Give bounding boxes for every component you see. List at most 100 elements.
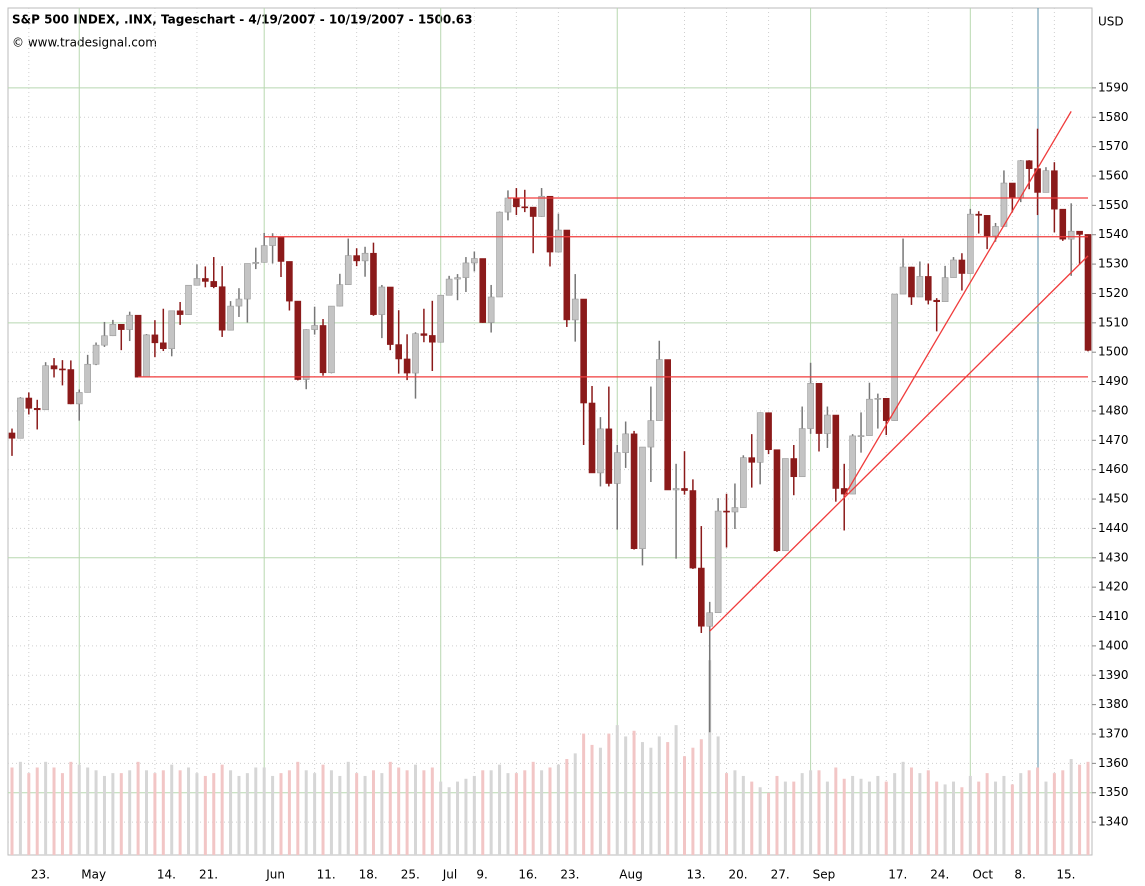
volume-bar xyxy=(767,792,771,855)
candle-body xyxy=(361,252,369,262)
candle-body xyxy=(714,510,722,614)
x-tick-label: Aug xyxy=(619,868,642,882)
y-tick-label: 1370 xyxy=(1098,727,1129,741)
volume-bar xyxy=(69,761,73,855)
volume-bar xyxy=(128,770,132,855)
volume-bar xyxy=(607,733,611,855)
y-tick-label: 1500 xyxy=(1098,345,1129,359)
x-tick-label: 14. xyxy=(157,868,176,882)
volume-bar xyxy=(237,775,241,855)
candle-body xyxy=(613,452,621,484)
candle-body xyxy=(504,197,512,213)
candle-body xyxy=(815,383,823,434)
volume-bar xyxy=(254,767,258,855)
x-tick-label: 20. xyxy=(729,868,748,882)
candle-body xyxy=(891,293,898,421)
volume-bar xyxy=(834,767,838,855)
candle-body xyxy=(950,259,957,278)
volume-bar xyxy=(414,764,417,855)
candle-body xyxy=(655,359,663,421)
volume-bar xyxy=(321,764,325,855)
candle-body xyxy=(672,488,680,491)
candle-body xyxy=(487,296,495,323)
trend-line xyxy=(843,111,1072,497)
volume-bar xyxy=(716,736,720,855)
volume-bar xyxy=(1086,761,1090,855)
y-tick-label: 1400 xyxy=(1098,638,1129,652)
candle-body xyxy=(756,412,764,463)
volume-bar xyxy=(935,781,939,855)
volume-bar xyxy=(405,770,409,855)
volume-bar xyxy=(531,761,535,855)
x-tick-label: 15. xyxy=(1056,868,1075,882)
volume-bar xyxy=(725,773,729,855)
candle-body xyxy=(908,266,915,298)
candle-body xyxy=(639,446,646,549)
candle-body xyxy=(143,334,150,378)
y-tick-label: 1520 xyxy=(1098,286,1129,300)
candle-body xyxy=(210,281,218,288)
candle-body xyxy=(765,412,772,451)
volume-bar xyxy=(582,733,586,855)
volume-bar xyxy=(540,770,544,855)
volume-bar xyxy=(792,781,796,855)
candle-body xyxy=(437,294,445,343)
volume-bar xyxy=(187,767,191,855)
volume-bar xyxy=(548,767,552,855)
candle-body xyxy=(1042,170,1050,193)
candle-body xyxy=(269,236,276,246)
volume-bar xyxy=(18,761,22,855)
volume-bar xyxy=(556,764,560,855)
candle-body xyxy=(260,245,268,263)
candle-body xyxy=(202,278,209,282)
y-tick-label: 1390 xyxy=(1098,668,1129,682)
candle-body xyxy=(513,197,520,208)
y-tick-label: 1560 xyxy=(1098,168,1129,182)
candle-body xyxy=(84,363,91,393)
chart-title: S&P 500 INDEX, .INX, Tageschart - 4/19/2… xyxy=(12,13,472,27)
candle-body xyxy=(731,507,739,513)
candle-body xyxy=(983,215,991,237)
volume-bar xyxy=(666,742,670,855)
volume-bar xyxy=(371,770,375,855)
candle-body xyxy=(563,229,571,321)
candle-body xyxy=(235,298,243,307)
y-tick-label: 1430 xyxy=(1098,550,1129,564)
candle-body xyxy=(992,226,999,237)
x-tick-label: May xyxy=(81,868,106,882)
trend-line xyxy=(709,255,1089,632)
y-tick-label: 1580 xyxy=(1098,110,1129,124)
volume-bar xyxy=(170,764,174,855)
volume-bar xyxy=(598,747,602,855)
volume-bar xyxy=(590,744,594,855)
volume-bar xyxy=(245,773,249,855)
volume-bar xyxy=(1036,767,1040,855)
candle-body xyxy=(134,314,142,378)
candle-body xyxy=(336,284,344,307)
y-tick-label: 1490 xyxy=(1098,374,1129,388)
volume-bar xyxy=(27,773,31,855)
candle-body xyxy=(42,365,49,411)
volume-bar xyxy=(296,761,300,855)
volume-bar xyxy=(783,781,787,855)
volume-bar xyxy=(271,775,275,855)
volume-bar xyxy=(1044,781,1048,855)
x-tick-label: 11. xyxy=(317,868,336,882)
candle-body xyxy=(975,213,983,216)
volume-bar xyxy=(1027,770,1031,855)
y-axis-label: USD xyxy=(1098,15,1124,29)
candle-body xyxy=(748,457,756,463)
candle-body xyxy=(227,305,234,331)
candle-body xyxy=(664,359,671,491)
candle-body xyxy=(151,334,159,344)
candle-body xyxy=(353,255,360,262)
candle-body xyxy=(630,433,638,549)
y-tick-label: 1410 xyxy=(1098,609,1129,623)
candle-body xyxy=(790,458,798,478)
volume-bar xyxy=(380,773,384,855)
volume-bar xyxy=(472,775,476,855)
volume-bar xyxy=(573,753,577,855)
x-tick-label: Jun xyxy=(265,868,285,882)
volume-bar xyxy=(842,778,846,855)
y-tick-label: 1340 xyxy=(1098,815,1129,829)
